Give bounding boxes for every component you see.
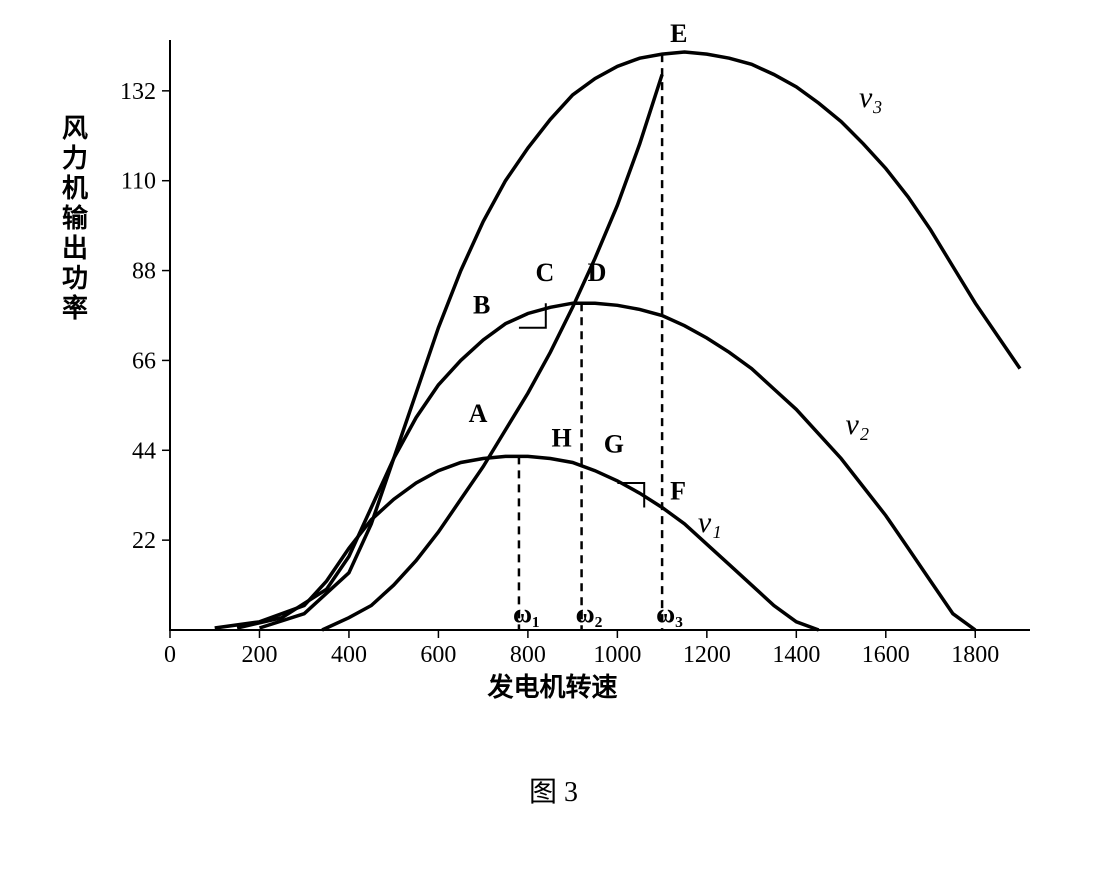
y-axis-label-char: 出 xyxy=(62,234,88,263)
x-tick-label: 400 xyxy=(331,642,367,668)
y-axis-label-char: 率 xyxy=(62,293,88,323)
y-tick-label: 110 xyxy=(121,169,156,195)
y-axis-label-char: 输 xyxy=(62,203,89,233)
x-axis-label: 发电机转速 xyxy=(486,672,617,702)
curve-label: v₁ xyxy=(698,506,722,539)
chart-svg: 22 44 66 88 110 132 0 200 400 600 800 1000 1200 1400 1… xyxy=(20,20,1087,740)
x-tick-label: 1000 xyxy=(593,642,641,668)
point-label-A: A xyxy=(469,399,488,428)
y-axis-label-char: 力 xyxy=(62,144,88,173)
axes xyxy=(170,40,1030,630)
x-tick-label: 600 xyxy=(420,642,456,668)
point-label-D: D xyxy=(588,258,607,287)
point-label-E: E xyxy=(670,20,687,48)
point-label-H: H xyxy=(551,423,571,452)
curve-label: v₃ xyxy=(859,81,883,114)
y-tick-label: 132 xyxy=(120,79,156,105)
x-tick-label: 0 xyxy=(164,642,176,668)
y-tick-label: 22 xyxy=(132,528,156,554)
x-tick-label: 800 xyxy=(510,642,546,668)
chart-container: 22 44 66 88 110 132 0 200 400 600 800 1000 1200 1400 1… xyxy=(20,20,1087,849)
point-label-F: F xyxy=(670,476,686,505)
x-tick-label: 200 xyxy=(241,642,277,668)
point-label-C: C xyxy=(536,258,555,287)
omega-label: ω₃ xyxy=(656,599,683,628)
y-tick-label: 66 xyxy=(132,348,156,374)
y-tick-label: 44 xyxy=(132,438,156,464)
curve-power xyxy=(322,75,662,631)
x-tick-label: 1200 xyxy=(683,642,731,668)
x-tick-label: 1400 xyxy=(772,642,820,668)
curve-label: v₂ xyxy=(846,408,870,441)
x-tick-label: 1600 xyxy=(862,642,910,668)
figure-caption: 图 3 xyxy=(20,770,1087,810)
point-label-G: G xyxy=(604,429,624,458)
omega-label: ω₂ xyxy=(576,599,603,628)
y-axis-label-char: 机 xyxy=(62,174,88,203)
point-label-B: B xyxy=(473,290,490,319)
y-axis-label-char: 功 xyxy=(62,264,88,293)
x-tick-label: 1800 xyxy=(951,642,999,668)
curve-v2 xyxy=(237,303,975,630)
y-tick-label: 88 xyxy=(132,259,156,285)
omega-label: ω₁ xyxy=(513,599,540,628)
y-axis-label-char: 风 xyxy=(62,114,88,143)
